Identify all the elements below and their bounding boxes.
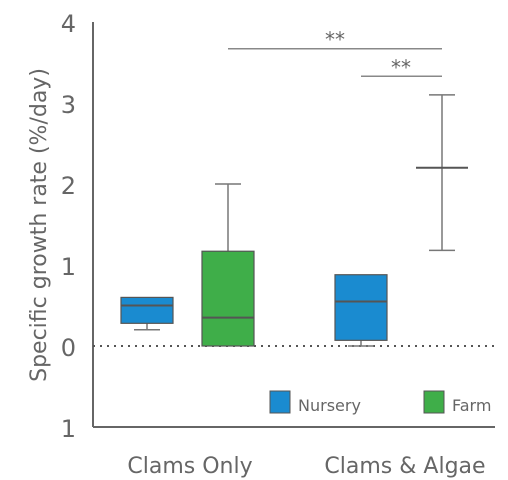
x-category-label-clams-only: Clams Only	[127, 454, 252, 479]
box-group	[120, 94, 468, 347]
y-tick-label-3: 3	[61, 91, 76, 119]
y-tick-label-0: 0	[61, 334, 76, 362]
legend-label-nursery: Nursery	[298, 396, 361, 415]
significance-label-2: **	[391, 55, 411, 79]
y-tick-label-4: 4	[61, 10, 76, 38]
significance-label-1: **	[325, 28, 345, 52]
box-clams-only-farm	[201, 250, 255, 347]
y-tick-label-minus-1: 1	[61, 415, 76, 443]
y-tick-label-2: 2	[61, 172, 76, 200]
x-category-label-clams-algae: Clams & Algae	[324, 454, 485, 479]
legend-swatch-farm	[423, 390, 445, 414]
legend-label-farm: Farm	[452, 396, 491, 415]
y-tick-label-1: 1	[61, 253, 76, 281]
legend-swatch-nursery	[269, 390, 291, 414]
box-clams-algae-nursery	[334, 274, 388, 341]
box-clams-only-nursery	[120, 296, 174, 324]
y-axis-title: Specific growth rate (%/day)	[27, 68, 52, 382]
